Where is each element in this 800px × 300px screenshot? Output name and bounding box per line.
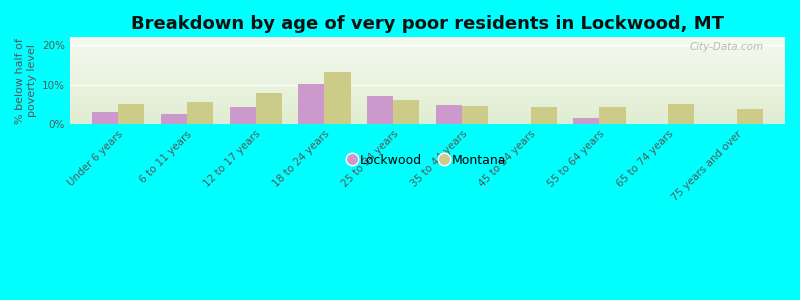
Bar bbox=[393, 100, 419, 124]
Bar bbox=[574, 118, 599, 124]
Bar bbox=[530, 107, 557, 124]
Y-axis label: % below half of
poverty level: % below half of poverty level bbox=[15, 38, 37, 124]
Bar bbox=[367, 96, 393, 124]
Bar bbox=[324, 72, 350, 124]
Bar bbox=[436, 105, 462, 124]
Bar bbox=[298, 84, 324, 124]
Text: City-Data.com: City-Data.com bbox=[690, 42, 763, 52]
Bar bbox=[599, 107, 626, 124]
Bar bbox=[118, 103, 144, 124]
Bar bbox=[256, 92, 282, 124]
Bar bbox=[187, 102, 213, 124]
Legend: Lockwood, Montana: Lockwood, Montana bbox=[343, 148, 511, 172]
Bar bbox=[161, 114, 187, 124]
Bar bbox=[462, 106, 488, 124]
Title: Breakdown by age of very poor residents in Lockwood, MT: Breakdown by age of very poor residents … bbox=[131, 15, 724, 33]
Bar bbox=[230, 107, 256, 124]
Bar bbox=[668, 103, 694, 124]
Bar bbox=[92, 112, 118, 124]
Bar bbox=[737, 109, 763, 124]
